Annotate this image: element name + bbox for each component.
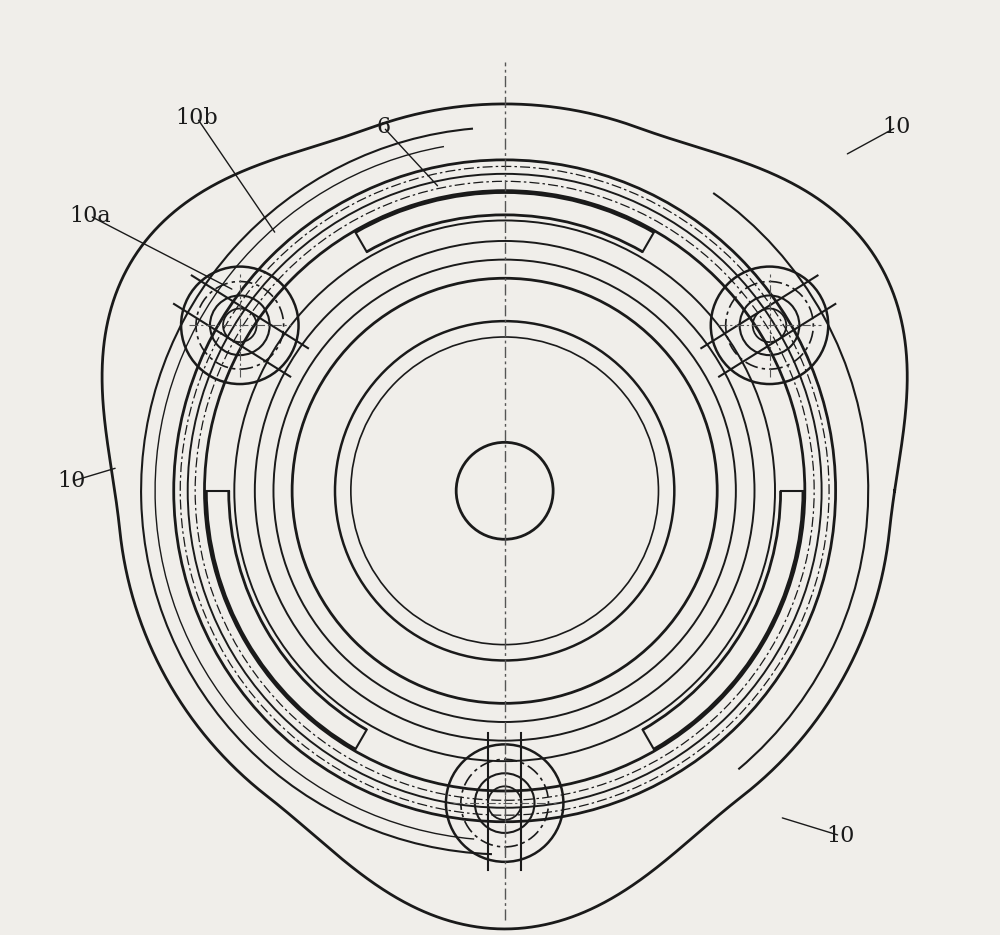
Text: 10a: 10a: [69, 205, 111, 227]
Text: 10: 10: [57, 470, 85, 493]
Text: 10b: 10b: [176, 107, 218, 129]
Text: 6: 6: [376, 116, 391, 138]
Text: 10: 10: [882, 116, 910, 138]
Text: 10: 10: [826, 825, 854, 847]
